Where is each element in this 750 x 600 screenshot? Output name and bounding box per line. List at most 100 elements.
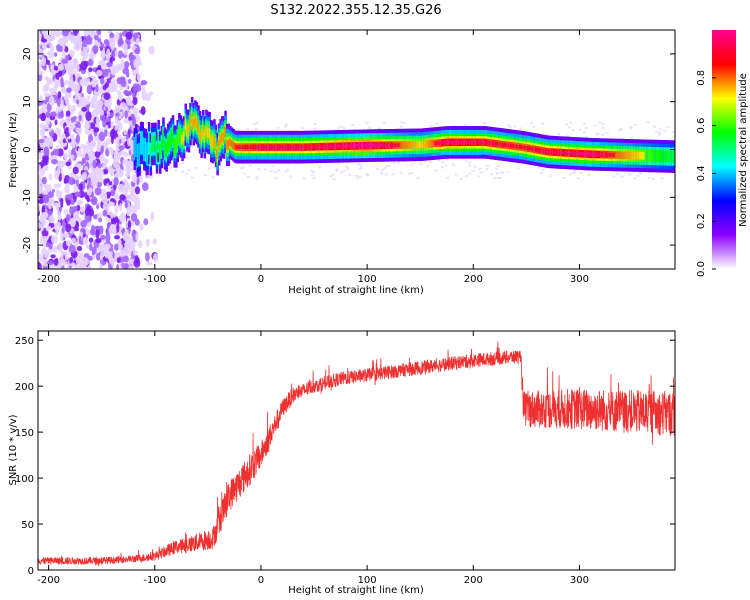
spectrogram-noise-cell — [88, 53, 93, 60]
spectrogram-halo-cell — [407, 172, 411, 175]
spectrogram-noise-cell — [100, 234, 106, 240]
spectrogram-halo-cell — [618, 129, 622, 132]
spectrogram-ridge-cell — [364, 143, 367, 148]
spectrogram-halo-cell — [189, 145, 193, 148]
spectrogram-ridge-cell — [636, 151, 640, 160]
spectrogram-ridge-cell — [569, 151, 573, 155]
spectrogram-noise-cell — [122, 42, 128, 51]
spectrogram-noise-cell — [113, 176, 119, 186]
spectrogram-noise-cell — [80, 220, 88, 228]
spectrogram-ridge-cell — [649, 149, 652, 163]
spectrogram-noise-cell — [131, 174, 138, 183]
spectrogram-noise-cell — [117, 183, 125, 193]
spectrogram-noise-cell — [106, 48, 111, 58]
spectrogram-halo-cell — [565, 123, 569, 126]
snr-y-ticks: 0 50 100 150 200 250 — [15, 336, 675, 577]
spectrogram-noise-cell — [102, 162, 107, 170]
spectrogram-noise-cell — [121, 216, 127, 221]
spectrogram-noise-cell — [51, 159, 58, 165]
spectrogram-noise-cell — [65, 213, 71, 222]
spectrogram-ridge-cell — [538, 148, 541, 153]
spectrogram-noise-cell — [95, 116, 100, 126]
spectrogram-halo-cell — [285, 123, 288, 126]
spectrogram-halo-cell — [629, 127, 633, 130]
spectrogram-noise-cell — [42, 84, 49, 93]
spectrogram-ridge-cell — [560, 150, 563, 155]
spectrogram-noise-cell — [38, 184, 44, 195]
spectrogram-ridge-cell — [268, 145, 272, 149]
spectrogram-noise-cell — [105, 233, 111, 243]
spectrogram-halo-cell — [537, 166, 541, 169]
spectrogram-ridge-cell — [593, 152, 597, 157]
spectrogram-halo-cell — [356, 177, 360, 180]
spectrogram-ridge-cell — [589, 152, 592, 157]
spectrogram-halo-cell — [605, 132, 609, 135]
spectrogram-ridge-cell — [267, 145, 270, 149]
spectrogram-noise-cell — [57, 63, 64, 71]
spectrogram-noise-cell — [128, 265, 134, 269]
spectrogram-halo-cell — [354, 174, 358, 177]
spectrogram-ridge-cell — [627, 151, 630, 160]
spectrogram-noise-cell — [85, 111, 92, 122]
spectrogram-ridge-cell — [233, 142, 237, 151]
spectrogram-noise-cell — [49, 111, 57, 117]
spectrogram-ridge-cell — [518, 144, 522, 149]
spectrogram-halo-cell — [252, 123, 256, 126]
spectrogram-noise-cell — [68, 75, 74, 81]
spectrogram-ridge-cell — [230, 139, 234, 148]
spectrogram-noise-cell — [48, 95, 55, 106]
spectrogram-noise-cell — [50, 254, 56, 259]
spectrogram-ridge-cell — [503, 142, 506, 147]
spectrogram-noise-cell — [56, 96, 61, 107]
spectrogram-noise-cell — [124, 263, 129, 269]
spectrogram-halo-cell — [468, 161, 472, 164]
spectrogram-halo-cell — [190, 176, 194, 179]
spectrogram-noise-cell — [41, 130, 45, 141]
spectrogram-ridge-cell — [450, 140, 453, 145]
spectrogram-ridge-cell — [305, 145, 308, 149]
spectrogram-noise-cell — [45, 225, 52, 232]
spectrogram-ridge-cell — [660, 150, 664, 163]
spectrogram-ridge-cell — [225, 139, 229, 150]
spectrogram-halo-cell — [310, 173, 314, 176]
spectrogram-halo-cell — [496, 172, 499, 175]
spectrogram-ridge-cell — [272, 145, 275, 149]
spectrogram-noise-cell — [105, 62, 113, 68]
spectrogram-ridge-cell — [157, 133, 160, 150]
spectrogram-ridge-cell — [522, 145, 525, 150]
spectrogram-noise-cell — [45, 195, 50, 204]
spectrogram-noise-cell — [141, 84, 146, 94]
spectrogram-ridge-cell — [155, 144, 159, 161]
spectrogram-halo-cell — [578, 128, 582, 131]
spectrogram-ridge-cell — [294, 145, 297, 149]
spectrogram-ridge-cell — [189, 119, 192, 129]
spectrogram-noise-cell — [76, 134, 80, 144]
spectrogram-ridge-cell — [327, 144, 331, 149]
spectrogram-ridge-cell — [499, 142, 503, 147]
spectrogram-noise-cell — [60, 253, 64, 263]
spectrogram-halo-cell — [513, 125, 517, 128]
spectrogram-ridge-cell — [389, 143, 393, 148]
spectrogram-ridge-cell — [168, 134, 172, 151]
spectrogram-noise-cell — [145, 252, 150, 262]
spectrogram-ridge-cell — [566, 151, 570, 155]
spectrogram-noise-cell — [38, 30, 41, 34]
spectrogram-halo-cell — [208, 167, 212, 170]
spectrogram-ridge-cell — [303, 145, 307, 149]
spectrogram-halo-cell — [493, 176, 497, 179]
spectrogram-ridge-cell — [563, 150, 566, 155]
spectrogram-ridge-cell — [546, 149, 549, 154]
spectrogram-ridge-cell — [640, 151, 643, 160]
spectrogram-halo-cell — [478, 167, 482, 170]
spectrogram-halo-cell — [346, 167, 350, 170]
spectrogram-noise-cell — [47, 126, 52, 133]
spectrogram-ridge-cell — [401, 141, 404, 149]
spectrogram-halo-cell — [337, 126, 341, 129]
spectrogram-ridge-cell — [466, 140, 469, 145]
spectrogram-noise-cell — [116, 99, 121, 107]
spectrogram-halo-cell — [516, 167, 520, 170]
spectrogram-ridge-cell — [273, 145, 277, 149]
spectrogram-halo-cell — [638, 172, 642, 175]
spectrogram-noise-cell — [74, 191, 81, 198]
spectrogram-ridge-cell — [663, 150, 667, 163]
